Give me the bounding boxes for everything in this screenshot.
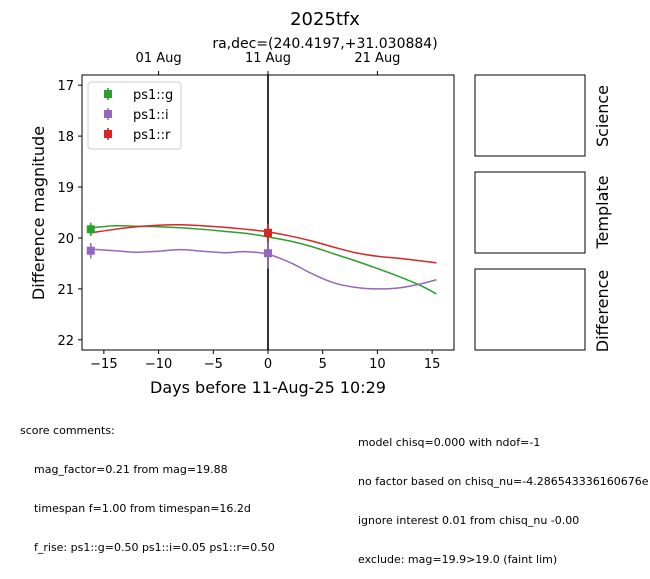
difference-panel [474,268,586,351]
x-axis-label: Days before 11-Aug-25 10:29 [150,378,386,397]
top-axis-tick-label: 11 Aug [245,51,291,66]
template-panel-label: Template [593,175,612,249]
chart-title: 2025tfx [290,9,360,30]
light-curve-figure: 2025tfx ra,dec=(240.4197,+31.030884) −15… [29,9,612,397]
comment-line: no factor based on chisq_nu=-4.286543336… [358,475,649,488]
model-curve-ps1-g [90,224,437,295]
legend-label: ps1::g [133,88,173,103]
science-panel [474,74,586,157]
template-panel [474,171,586,254]
x-tick-label: 15 [424,357,441,372]
model-curve-ps1-r [90,223,437,264]
x-tick-label: −15 [90,357,117,372]
legend-marker [104,90,112,98]
comment-line: exclude: mag=19.9>19.0 (faint lim) [358,553,558,566]
comment-line: ignore interest 0.01 from chisq_nu -0.00 [358,514,580,527]
comment-line: model chisq=0.000 with ndof=-1 [358,436,541,449]
y-tick-label: 20 [57,232,74,247]
top-axis-tick-label: 01 Aug [136,51,182,66]
y-tick-label: 19 [57,181,74,196]
legend-label: ps1::i [133,108,169,123]
difference-panel-label: Difference [593,270,612,352]
x-tick-label: −10 [145,357,172,372]
x-tick-label: −5 [204,357,223,372]
x-tick-label: 5 [319,357,327,372]
comment-line: score comments: [20,424,115,437]
x-tick-label: 0 [264,357,272,372]
data-point [86,246,95,255]
legend-label: ps1::r [133,128,171,143]
x-tick-label: 10 [369,357,386,372]
top-axis-tick-label: 21 Aug [354,51,400,66]
y-tick-label: 22 [57,334,74,349]
science-panel-label: Science [593,85,612,147]
legend-marker [104,130,112,138]
comment-line: f_rise: ps1::g=0.50 ps1::i=0.05 ps1::r=0… [20,541,275,554]
y-tick-label: 21 [57,283,74,298]
plot-area: −15 −10 −5 0 5 10 15 17 18 19 20 21 22 01 Aug 11 Aug 21… [57,51,455,372]
comment-line: timespan f=1.00 from timespan=16.2d [20,502,251,515]
model-curve-ps1-i [90,248,437,290]
model-comments: model chisq=0.000 with ndof=-1 no factor… [358,410,650,579]
chart-subtitle: ra,dec=(240.4197,+31.030884) [212,36,437,52]
comment-line: mag_factor=0.21 from mag=19.88 [20,463,228,476]
data-point [264,228,272,237]
y-axis-label: Difference magnitude [29,126,48,300]
y-tick-label: 17 [57,79,74,94]
y-tick-label: 18 [57,130,74,145]
legend-marker [104,110,112,118]
data-point [86,225,95,234]
data-point [264,249,272,258]
score-comments: score comments: mag_factor=0.21 from mag… [20,398,275,567]
